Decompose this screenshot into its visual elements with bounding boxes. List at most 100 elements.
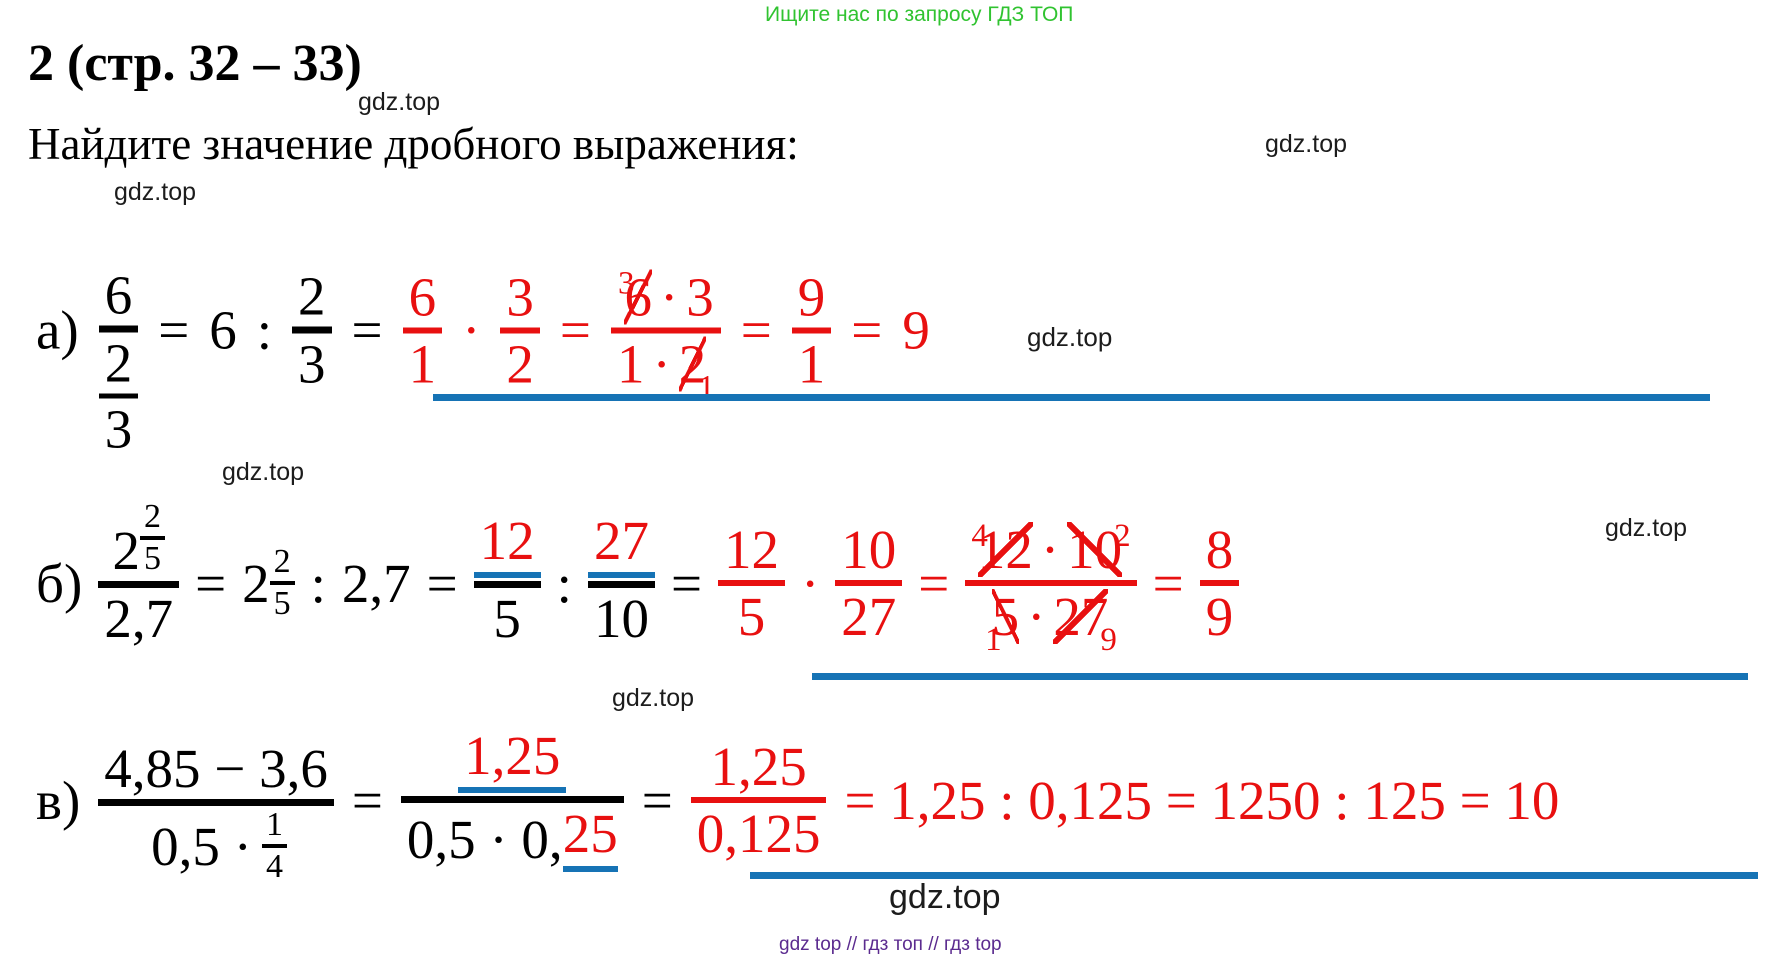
numerator: 12: [723, 519, 779, 580]
denominator: 1: [408, 333, 437, 394]
fraction-bar: [717, 580, 785, 586]
multiply-dot: ·: [1040, 519, 1060, 580]
answer-underline: [812, 673, 1748, 680]
fraction-bar: [292, 326, 332, 334]
math-token: 1: [616, 333, 645, 394]
solution-row-v: в) 4,85 − 3,6 0,5 · 1 4 = 1,25 0,5 · 0, …: [36, 725, 1560, 884]
multiply-dot: ·: [659, 266, 679, 327]
equals-sign: =: [195, 552, 227, 614]
division-colon: :: [310, 552, 326, 614]
math-token: 2,7: [341, 552, 411, 614]
fraction-bar: [269, 581, 295, 585]
fraction-marked: 27 10: [587, 510, 655, 649]
division-colon: :: [256, 299, 273, 361]
math-token: 3: [686, 266, 714, 327]
equals-sign: =: [918, 552, 950, 614]
fraction-bar: [402, 327, 443, 333]
denominator: 0,5 · 1 4: [145, 806, 287, 886]
fraction-bar: [610, 327, 721, 333]
cancel-subscript: 1: [985, 622, 1002, 658]
multiply-dot: ·: [1027, 586, 1046, 647]
cancelled-digit: 6: [624, 266, 652, 327]
fraction-bar: [400, 796, 624, 803]
task-question: Найдите значение дробного выражения:: [28, 119, 799, 169]
fraction-red: 8 9: [1199, 519, 1240, 647]
denominator: 0,5 · 0, 25: [401, 803, 624, 875]
numerator: 8: [1205, 519, 1234, 580]
denominator: 1: [797, 333, 826, 394]
numerator: 10: [841, 519, 897, 580]
denominator: 4: [265, 848, 283, 885]
fraction-cancelled: 3 6 · 3 1 · 2 1: [610, 266, 721, 404]
fraction-bar: [98, 325, 139, 333]
fraction-marked: 1,25 0,5 · 0, 25: [400, 725, 624, 875]
fraction-cancelled: 4 12 · 10 2 1 5 · 27 9: [965, 519, 1137, 657]
cancel-superscript: 4: [971, 518, 988, 554]
numerator: 2: [143, 498, 161, 535]
equals-sign: =: [641, 769, 673, 831]
numerator: 2: [273, 543, 291, 580]
fraction-bar: [261, 844, 287, 848]
denominator: 5: [143, 540, 161, 577]
equals-sign: =: [740, 299, 772, 361]
nested-fraction: 1 4: [261, 806, 287, 886]
complex-fraction: 2 2 5 2,7: [98, 495, 180, 649]
fraction-bar: [98, 581, 180, 588]
equals-sign: =: [1152, 552, 1184, 614]
denominator: 10: [593, 587, 649, 649]
equals-sign: =: [351, 299, 383, 361]
watermark-gdz-top: gdz.top: [1027, 322, 1113, 352]
numerator: 9: [797, 266, 826, 327]
solution-row-a: а) 6 2 3 = 6 : 2 3 = 6 1 · 3 2: [36, 233, 930, 457]
multiply-dot: ·: [462, 299, 481, 361]
equals-sign: =: [158, 299, 190, 361]
mixed-number: 2 2 5: [242, 543, 295, 623]
numerator: 4 12 · 10 2: [965, 519, 1136, 580]
fraction-red: 1,25 0,125: [690, 736, 827, 864]
numerator-red-underlined: 12: [473, 510, 541, 578]
math-token: 0,5 ·: [151, 815, 252, 877]
denominator-red-underlined: 25: [562, 806, 618, 872]
fraction-bar: [473, 580, 541, 588]
equals-sign: =: [559, 299, 591, 361]
math-token: 0,5 · 0,: [406, 808, 563, 870]
fraction-bar: [98, 393, 139, 399]
watermark-gdz-top: gdz.top: [1605, 514, 1688, 542]
denominator: 1 · 2 1: [611, 333, 721, 404]
watermark-gdz-top: gdz.top: [612, 684, 695, 712]
cancel-subscript: 9: [1100, 622, 1117, 658]
numerator: 1,25: [710, 736, 807, 797]
denominator: 2: [506, 333, 534, 394]
cancelled-digit: 12: [977, 519, 1033, 580]
nested-fraction: 2 5: [139, 498, 165, 578]
answer-underline: [433, 394, 1710, 401]
cancelled-digit: 5: [991, 586, 1020, 647]
footer-links: gdz top // гдз топ // гдз top: [779, 934, 1002, 955]
equals-sign: =: [670, 552, 702, 614]
numerator: 3: [506, 266, 534, 327]
fraction-bar: [690, 797, 827, 803]
solution-row-b: б) 2 2 5 2,7 = 2 2 5 : 2,7 =: [36, 500, 1240, 660]
numerator: 3 6 · 3: [612, 266, 720, 327]
multiply-dot: ·: [652, 333, 671, 394]
fraction-bar: [791, 327, 832, 333]
math-token: 6: [209, 299, 237, 361]
denominator: 5: [737, 586, 766, 647]
numerator-red-underlined: 1,25: [458, 725, 567, 793]
fraction-bar: [1199, 580, 1240, 586]
watermark-gdz-top: gdz.top: [1265, 130, 1348, 158]
denominator: 3: [104, 398, 133, 460]
division-colon: :: [556, 552, 572, 614]
fraction-red: 9 1: [791, 266, 832, 394]
denominator: 5: [273, 585, 291, 622]
numerator: 6: [408, 266, 437, 327]
whole-part: 2: [112, 520, 140, 581]
denominator: 2,7: [104, 588, 174, 649]
equals-sign: =: [351, 769, 383, 831]
result-chain: = 1,25 : 0,125 = 1250 : 125 = 10: [844, 769, 1560, 831]
numerator: 2: [298, 265, 326, 327]
cancelled-digit: 2: [678, 333, 707, 394]
page-title: 2 (стр. 32 – 33): [28, 35, 362, 92]
numerator: 1: [265, 806, 283, 843]
watermark-gdz-top: gdz.top: [889, 878, 1001, 916]
